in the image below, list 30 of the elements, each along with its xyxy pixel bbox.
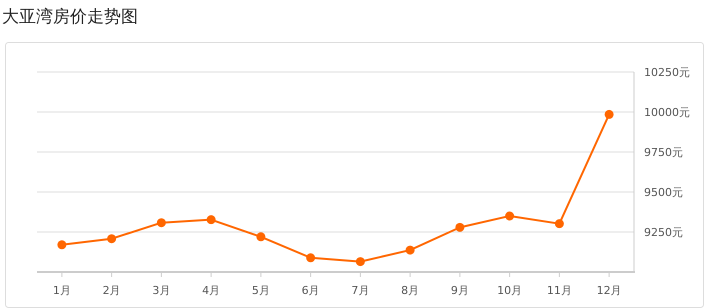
- x-tick-label: 12月: [596, 284, 622, 297]
- point: [604, 110, 614, 119]
- x-tick-label: 3月: [152, 284, 170, 297]
- point: [107, 234, 116, 244]
- point: [554, 219, 564, 228]
- x-tick-label: 9月: [450, 284, 469, 297]
- x-tick-label: 8月: [401, 284, 420, 297]
- y-tick-label: 10000元: [644, 106, 690, 119]
- point: [455, 222, 464, 232]
- point: [306, 253, 316, 262]
- y-tick-label: 9750元: [644, 146, 683, 159]
- x-tick-label: 1月: [52, 284, 71, 297]
- point: [57, 240, 66, 250]
- x-tick-label: 6月: [302, 284, 320, 297]
- point: [256, 232, 266, 242]
- x-tick-label: 7月: [351, 284, 370, 297]
- x-tick-label: 10月: [497, 284, 522, 297]
- point: [356, 257, 365, 266]
- point: [156, 218, 166, 228]
- y-tick-label: 10250元: [644, 66, 690, 79]
- point: [206, 215, 216, 224]
- y-tick-label: 9250元: [644, 226, 683, 239]
- x-tick-label: 4月: [202, 284, 220, 297]
- y-tick-label: 9500元: [644, 186, 683, 199]
- x-tick-label: 11月: [546, 284, 572, 297]
- x-tick-label: 2月: [102, 284, 121, 297]
- point: [406, 246, 415, 255]
- point: [505, 212, 514, 220]
- x-tick-label: 5月: [252, 284, 270, 297]
- chart-title: 大亚湾房价走势图: [2, 7, 138, 27]
